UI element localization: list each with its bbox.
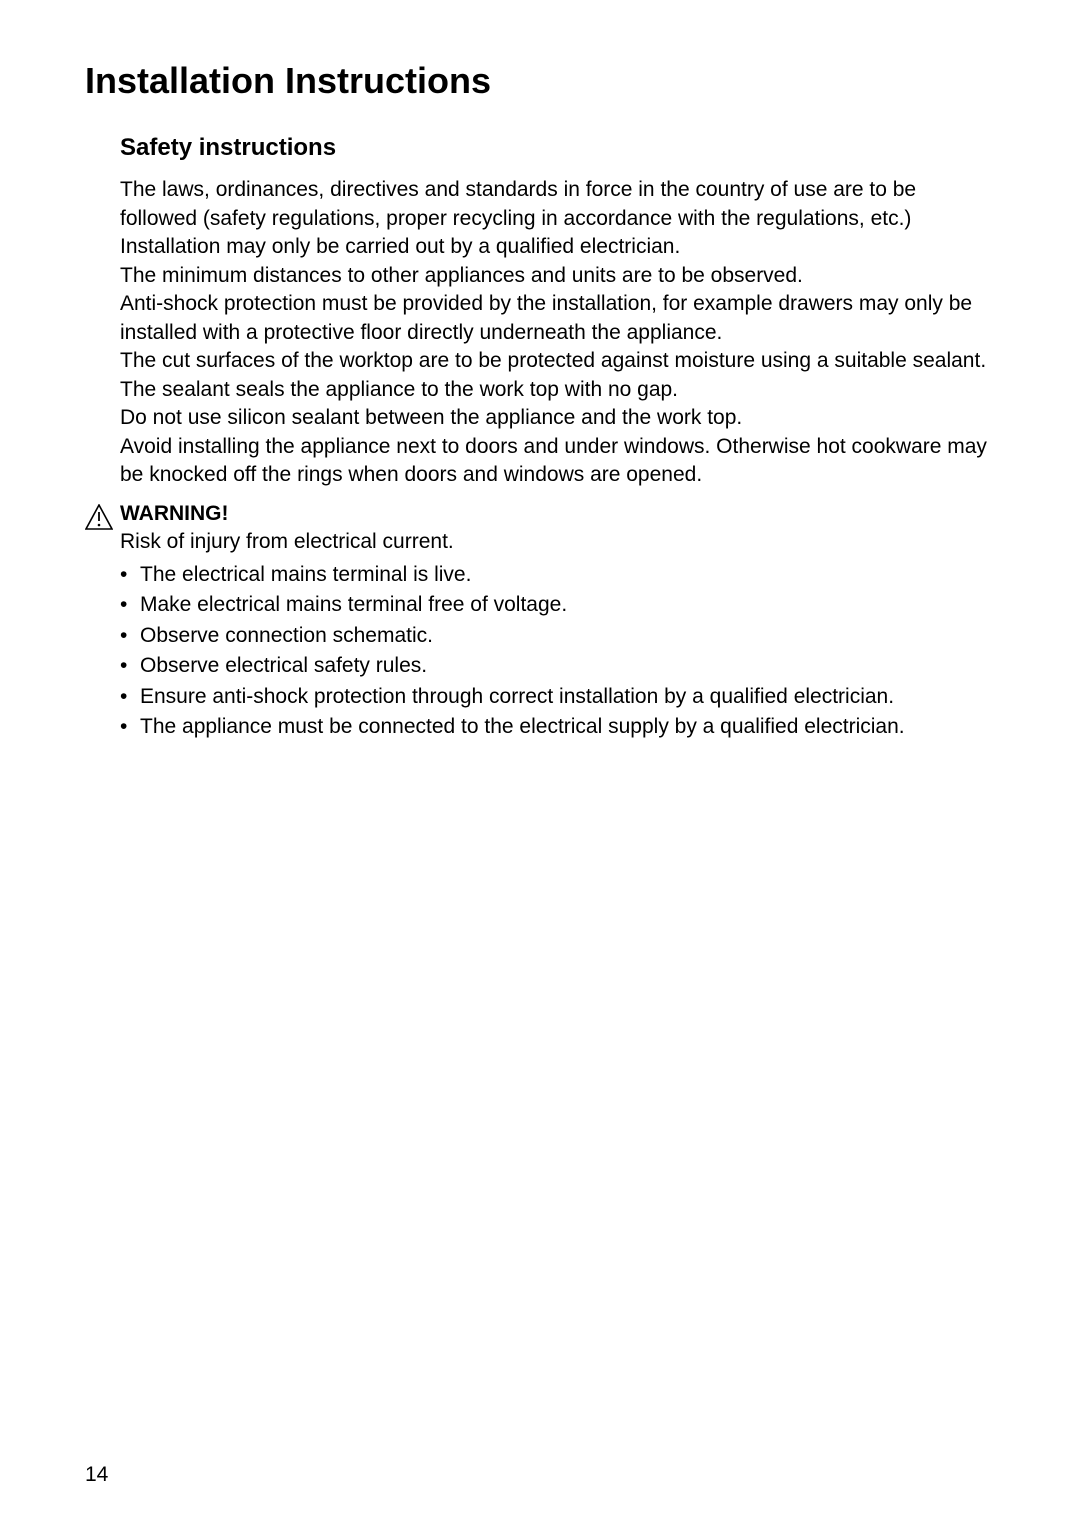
warning-block: WARNING! Risk of injury from electrical … [120,502,995,744]
paragraph-2: The minimum distances to other appliance… [120,262,995,291]
warning-bullet-3: Observe electrical safety rules. [120,652,995,681]
paragraph-3: Anti-shock protection must be provided b… [120,290,995,347]
warning-subtext: Risk of injury from electrical current. [120,528,995,557]
warning-bullet-list: The electrical mains terminal is live. M… [120,561,995,742]
section-heading: Safety instructions [120,134,995,162]
warning-bullet-1: Make electrical mains terminal free of v… [120,591,995,620]
warning-heading: WARNING! [120,502,995,526]
page-title: Installation Instructions [85,60,995,102]
warning-content: WARNING! Risk of injury from electrical … [120,502,995,744]
warning-bullet-4: Ensure anti-shock protection through cor… [120,683,995,712]
paragraph-0: The laws, ordinances, directives and sta… [120,176,995,233]
paragraph-6: Do not use silicon sealant between the a… [120,404,995,433]
warning-icon [85,504,113,530]
paragraph-5: The sealant seals the appliance to the w… [120,376,995,405]
paragraph-4: The cut surfaces of the worktop are to b… [120,347,995,376]
warning-bullet-2: Observe connection schematic. [120,622,995,651]
page-number: 14 [85,1463,108,1487]
warning-bullet-0: The electrical mains terminal is live. [120,561,995,590]
paragraph-7: Avoid installing the appliance next to d… [120,433,995,490]
content-section: Safety instructions The laws, ordinances… [120,134,995,744]
warning-bullet-5: The appliance must be connected to the e… [120,713,995,742]
warning-icon-wrap [85,502,120,535]
paragraph-1: Installation may only be carried out by … [120,233,995,262]
